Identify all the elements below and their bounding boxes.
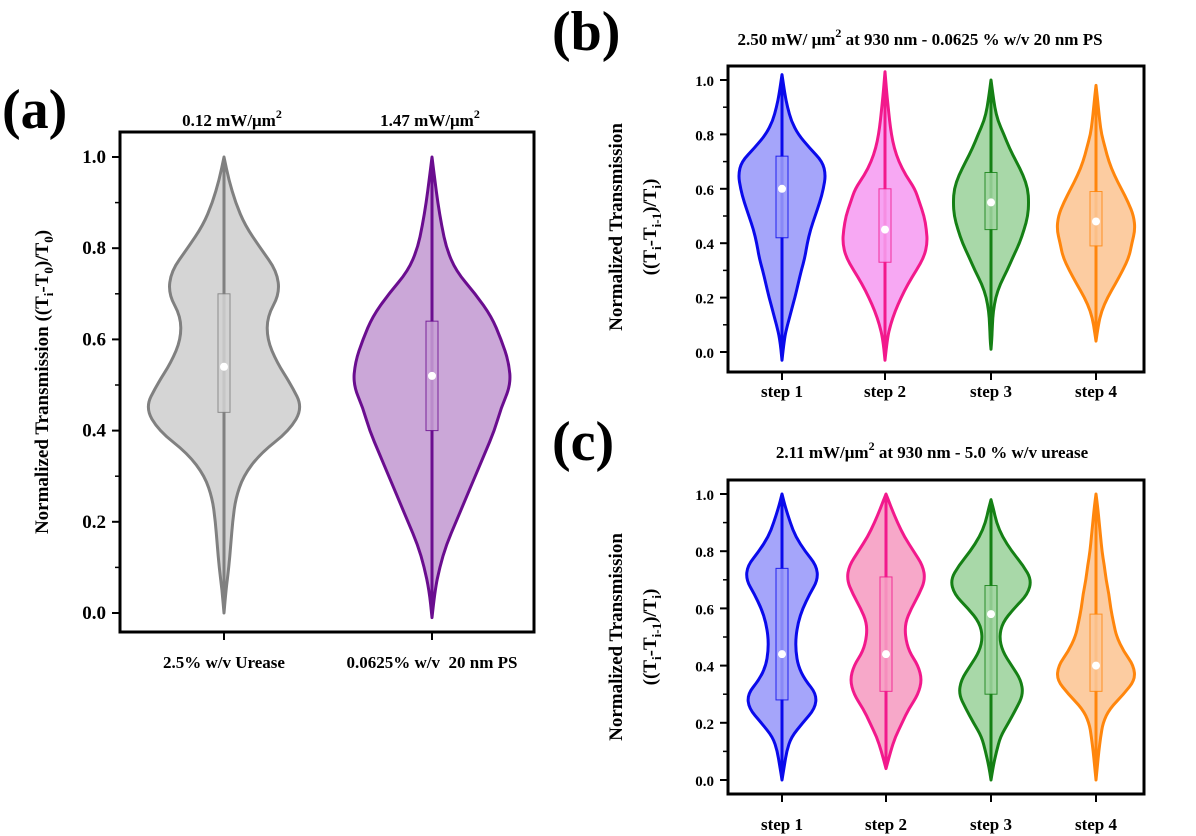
panel-c-iqr-box-1 — [775, 567, 789, 701]
panel-b-median-2 — [881, 225, 889, 234]
panel-b-category-label-2: step 2 — [864, 382, 906, 401]
panel-c-ytick-label: 0.6 — [695, 602, 714, 618]
svg-text:1.47 mW/μm2: 1.47 mW/μm2 — [380, 107, 480, 130]
panel-c: (c) 2.11 mW/μm2 at 930 nm - 5.0 % w/v ur… — [552, 411, 1146, 834]
panel-b-frame — [726, 64, 1146, 374]
panel-c-title: 2.11 mW/μm2 at 930 nm - 5.0 % w/v urease — [776, 439, 1089, 462]
panel-a-plot: 0.0 0.2 0.4 0.6 0.8 1.0 2.5% w/v Urease 0.0625%… — [82, 147, 517, 672]
panel-a-letter: (a) — [2, 79, 67, 141]
panel-c-iqr-box-3 — [984, 585, 998, 695]
panel-c-ylabel-line1: Normalized Transmission — [606, 533, 627, 741]
panel-a-top-label-2-text: 1.47 mW/μm — [380, 111, 474, 130]
panel-b-ytick-label: 0.8 — [695, 128, 714, 144]
panel-a-ytick-label: 0.4 — [82, 421, 106, 442]
panel-a-median-1 — [220, 362, 228, 371]
panel-c-category-label-1: step 1 — [761, 815, 803, 834]
panel-b-category-label-3: step 3 — [970, 382, 1012, 401]
panel-a-ytick-label: 0.2 — [82, 512, 106, 533]
panel-b-median-1 — [778, 184, 786, 193]
panel-b-category-label-4: step 4 — [1075, 382, 1118, 401]
panel-c-letter: (c) — [552, 411, 614, 473]
panel-c-ytick-label: 0.2 — [695, 717, 714, 733]
panel-c-median-4 — [1092, 661, 1100, 670]
panel-b-category-label-1: step 1 — [761, 382, 803, 401]
panel-b-ytick-label: 0.0 — [695, 346, 714, 362]
panel-b-ytick-label: 0.4 — [695, 237, 714, 253]
panel-a-ylabel: Normalized Transmission ((Ti-T0)/T0) — [32, 230, 56, 534]
panel-c-ylabel-line2: ((Ti-Ti-1)/Ti) — [640, 589, 664, 686]
panel-a-category-label-2: 0.0625% w/v 20 nm PS — [347, 653, 518, 672]
panel-b-iqr-box-1 — [775, 155, 789, 239]
panel-c-plot: 0.0 0.2 0.4 0.6 0.8 1.0 step 1 step 2 step 3 step… — [695, 488, 1136, 834]
panel-a-top-label-1-text: 0.12 mW/μm — [182, 111, 276, 130]
panel-c-ytick-label: 1.0 — [695, 488, 714, 504]
panel-b-iqr-box-2 — [878, 188, 892, 263]
panel-a-median-2 — [428, 371, 436, 380]
svg-text:0.12 mW/μm2: 0.12 mW/μm2 — [182, 107, 282, 130]
panel-c-median-1 — [778, 650, 786, 659]
panel-b-plot: 0.0 0.2 0.4 0.6 0.8 1.0 step 1 step 2 step 3 step… — [695, 70, 1137, 401]
panel-a-top-label-2: 1.47 mW/μm2 — [380, 107, 480, 130]
panel-a-frame — [118, 130, 536, 634]
panel-a-top-label-1: 0.12 mW/μm2 — [182, 107, 282, 130]
panel-c-iqr-box-4 — [1089, 613, 1103, 692]
panel-c-category-label-4: step 4 — [1075, 815, 1118, 834]
panel-b-ytick-label: 0.2 — [695, 292, 714, 308]
panel-c-ytick-label: 0.0 — [695, 774, 714, 790]
panel-a-iqr-box-1 — [217, 293, 231, 413]
panel-b-ytick-label: 1.0 — [695, 74, 714, 90]
panel-c-median-3 — [987, 610, 995, 619]
panel-a-ytick-label: 0.8 — [82, 238, 106, 259]
panel-b: (b) 2.50 mW/ μm2 at 930 nm - 0.0625 % w/… — [552, 1, 1146, 401]
panel-a-ytick-label: 0.0 — [82, 603, 106, 624]
panel-c-iqr-box-2 — [879, 576, 893, 692]
panel-c-ytick-label: 0.4 — [695, 660, 714, 676]
panel-b-median-3 — [987, 198, 995, 207]
panel-a-top-label-1-sup: 2 — [276, 107, 282, 121]
panel-b-title: 2.50 mW/ μm2 at 930 nm - 0.0625 % w/v 20… — [737, 26, 1102, 49]
panel-a-top-label-2-sup: 2 — [474, 107, 480, 121]
panel-b-ylabel-line2: ((Ti-Ti-1)/Ti) — [640, 179, 664, 276]
panel-c-ytick-label: 0.8 — [695, 545, 714, 561]
panel-a-ytick-label: 1.0 — [82, 147, 106, 168]
panel-a-ytick-label: 0.6 — [82, 329, 106, 350]
panel-a: (a) 0.12 mW/μm2 1.47 mW/μm2 0.00.20.40.6… — [2, 79, 536, 672]
panel-b-median-4 — [1092, 217, 1100, 226]
panel-a-category-label-1: 2.5% w/v Urease — [163, 653, 285, 672]
panel-b-ylabel-line1: Normalized Transmission — [606, 123, 627, 331]
panel-b-letter: (b) — [552, 1, 620, 63]
panel-c-category-label-3: step 3 — [970, 815, 1012, 834]
panel-c-category-label-2: step 2 — [865, 815, 907, 834]
panel-c-median-2 — [882, 650, 890, 659]
panel-b-ytick-label: 0.6 — [695, 183, 714, 199]
